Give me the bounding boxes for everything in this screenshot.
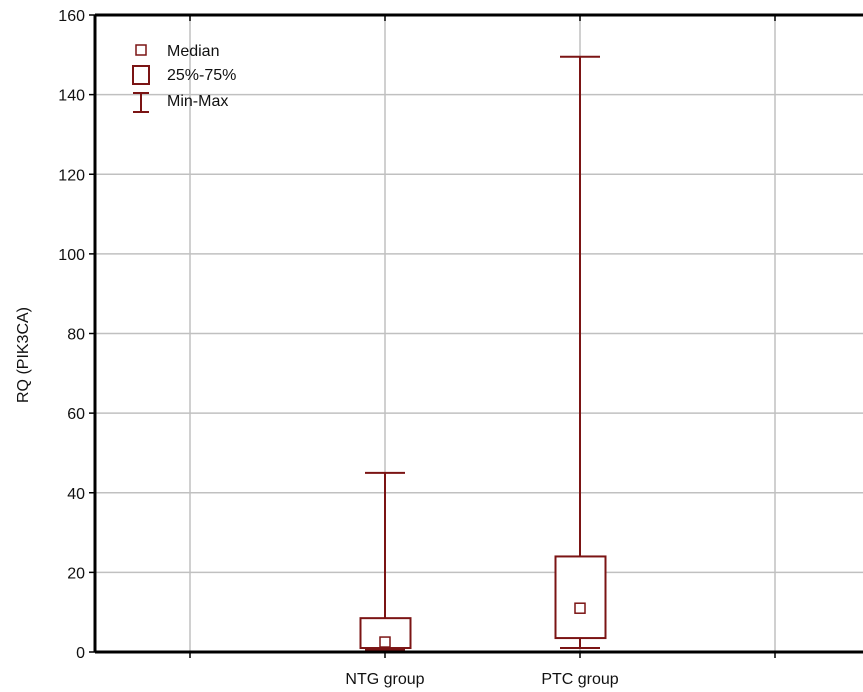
- median-marker: [379, 636, 391, 648]
- y-tick-label: 40: [67, 486, 85, 503]
- legend-label: Median: [167, 43, 219, 60]
- y-tick-label: 20: [67, 565, 85, 582]
- box-2: [554, 55, 607, 650]
- y-tick-label: 0: [76, 645, 85, 662]
- y-tick-label: 60: [67, 406, 85, 423]
- legend-label: 25%-75%: [167, 67, 236, 84]
- x-tick-label: NTG group: [345, 671, 424, 688]
- iqr-box: [554, 555, 607, 640]
- axes: [89, 13, 863, 658]
- y-tick-label: 80: [67, 327, 85, 344]
- legend-box-icon: [132, 65, 150, 85]
- y-axis-title: RQ (PIK3CA): [15, 307, 32, 403]
- y-tick-label: 140: [58, 88, 85, 105]
- x-tick-label: PTC group: [541, 671, 618, 688]
- legend-label: Min-Max: [167, 93, 228, 110]
- y-tick-label: 120: [58, 167, 85, 184]
- legend: Median 25%-75% Min-Max: [132, 43, 236, 113]
- boxes: [359, 55, 607, 652]
- y-tick-label: 100: [58, 247, 85, 264]
- y-tick-label: 160: [58, 8, 85, 25]
- tick-labels: 0 20 40 60 80 100 120 140 160 NTG group PTC group: [58, 8, 618, 688]
- gridlines: [95, 14, 863, 652]
- legend-median-icon: [135, 44, 147, 56]
- median-marker: [574, 602, 586, 614]
- box-1: [359, 471, 412, 652]
